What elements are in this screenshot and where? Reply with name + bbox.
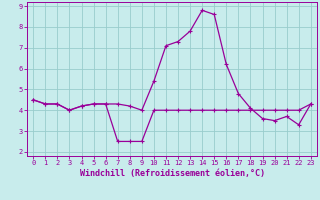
X-axis label: Windchill (Refroidissement éolien,°C): Windchill (Refroidissement éolien,°C) [79, 169, 265, 178]
